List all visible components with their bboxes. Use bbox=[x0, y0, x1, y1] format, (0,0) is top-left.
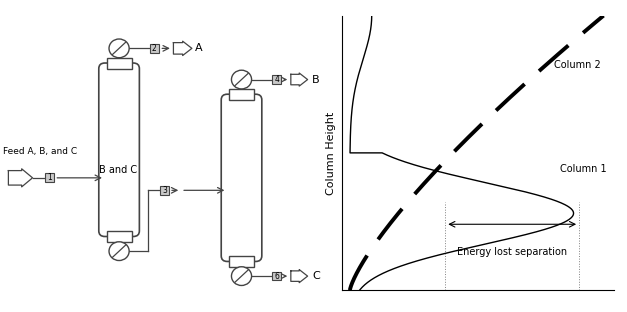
Text: Column 2: Column 2 bbox=[554, 60, 601, 70]
Bar bbox=[107, 58, 132, 69]
Bar bbox=[272, 75, 282, 84]
FancyBboxPatch shape bbox=[221, 94, 262, 261]
Text: 1: 1 bbox=[47, 173, 52, 182]
Circle shape bbox=[231, 267, 251, 285]
Text: 4: 4 bbox=[274, 75, 279, 84]
Text: Column 1: Column 1 bbox=[560, 164, 606, 174]
Text: A: A bbox=[194, 43, 202, 53]
Circle shape bbox=[231, 70, 251, 89]
Text: Feed A, B, and C: Feed A, B, and C bbox=[3, 147, 78, 156]
Text: 6: 6 bbox=[274, 272, 279, 280]
FancyBboxPatch shape bbox=[99, 63, 139, 236]
Bar bbox=[272, 272, 282, 280]
Text: B and C: B and C bbox=[99, 165, 137, 175]
Text: B: B bbox=[312, 75, 320, 85]
Y-axis label: Column Height: Column Height bbox=[326, 111, 336, 194]
Text: C: C bbox=[312, 271, 320, 281]
Bar bbox=[45, 173, 55, 182]
Circle shape bbox=[109, 242, 129, 261]
Bar bbox=[150, 44, 159, 53]
Text: Energy lost separation: Energy lost separation bbox=[457, 247, 567, 257]
Bar bbox=[229, 89, 254, 100]
Text: 3: 3 bbox=[162, 186, 167, 195]
Bar bbox=[229, 256, 254, 267]
Bar bbox=[107, 231, 132, 242]
Bar bbox=[160, 186, 169, 195]
Circle shape bbox=[109, 39, 129, 58]
Text: 2: 2 bbox=[152, 44, 157, 53]
